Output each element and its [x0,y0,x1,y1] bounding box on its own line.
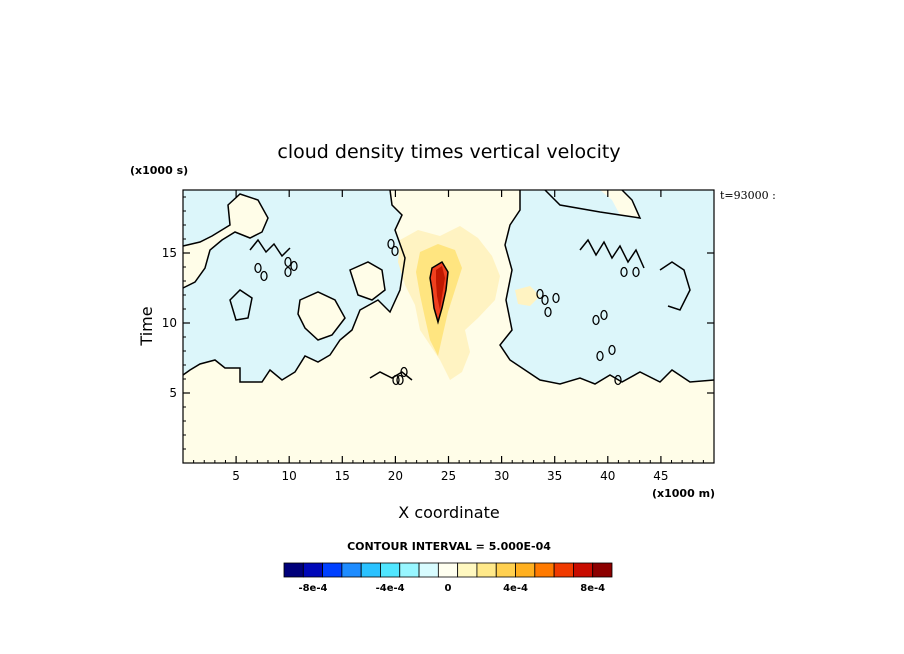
contour-lines [182,189,715,385]
contour-line [544,189,642,219]
contour-island [260,270,268,282]
colorbar-swatch [495,562,516,578]
x-tick-label: 10 [282,469,297,483]
y-tick-label: 5 [169,386,177,400]
contour-island [536,288,544,300]
colorbar-label: 4e-4 [503,583,528,594]
time-stamp: t=93000 : [720,189,776,202]
negative-region-right [500,190,714,384]
contour-island [396,374,404,386]
colorbar-label: 8e-4 [580,583,605,594]
colorbar-label: -4e-4 [376,583,405,594]
y-axis-unit: (x1000 s) [130,164,188,177]
colorbar-swatch [418,562,439,578]
contour-line [349,261,386,301]
x-tick-label: 35 [547,469,562,483]
contour-island [614,374,622,386]
colorbar-label: -8e-4 [298,583,327,594]
colorbar-swatch [573,562,594,578]
neutral-patch [298,292,345,340]
colorbar-swatch [399,562,420,578]
contour-island [541,294,549,306]
contour-island [596,350,604,362]
x-axis-unit: (x1000 m) [652,487,715,500]
contour-island [284,256,292,268]
contour-line [499,190,715,385]
colorbar-swatch [534,562,555,578]
contour-line [429,260,449,325]
contour-island [620,266,628,278]
colorbar-swatch [592,562,613,578]
x-tick-label: 20 [388,469,403,483]
contour-island [290,260,298,272]
colorbar-label: 0 [445,583,452,594]
contour-line [229,289,253,321]
negative-region [183,190,405,382]
y-axis-label: Time [137,306,156,346]
contour-island [391,245,399,257]
contour-line [579,238,645,269]
contour-line [297,291,346,341]
y-tick-label: 15 [162,246,177,260]
x-tick-label: 25 [441,469,456,483]
colorbar-swatch [380,562,401,578]
x-tick-label: 30 [494,469,509,483]
positive-region-weak [515,286,540,306]
contour-line [659,261,691,311]
colorbar-swatch [322,562,343,578]
contour-interval-label: CONTOUR INTERVAL = 5.000E-04 [347,540,551,553]
contour-line [369,371,413,381]
x-axis: 5 10 15 20 25 30 35 40 45 [193,190,704,483]
colorbar [283,562,613,578]
contour-island [284,266,292,278]
x-axis-label: X coordinate [398,503,499,522]
contour-island [254,262,262,274]
x-tick-label: 40 [600,469,615,483]
plot-area [182,189,715,464]
colorbar-swatch [283,562,304,578]
contour-islands [254,238,640,386]
x-tick-label: 15 [335,469,350,483]
contour-island [387,238,395,250]
y-tick-label: 10 [162,316,177,330]
contour-island [608,344,616,356]
contour-line [249,238,291,258]
contour-island [592,314,600,326]
y-axis: 5 10 15 [162,196,714,450]
chart-title: cloud density times vertical velocity [277,141,620,163]
colorbar-swatch [302,562,323,578]
contour-line [182,193,269,289]
contour-island [600,309,608,321]
contour-island [392,374,400,386]
colorbar-swatch [553,562,574,578]
colorbar-swatch [437,562,459,578]
colorbar-swatch [476,562,497,578]
colorbar-swatch [341,562,362,578]
colorbar-labels: -8e-4 -4e-4 0 4e-4 8e-4 [298,583,605,594]
neutral-patch [350,262,385,300]
colorbar-swatch [457,562,478,578]
colorbar-swatch [515,562,536,578]
contour-island [400,366,408,378]
contour-island [632,266,640,278]
positive-region-peak [436,266,445,310]
contour-island [552,292,560,304]
contour-island [544,306,552,318]
x-tick-label: 45 [653,469,668,483]
contour-line [182,189,406,383]
neutral-patch [545,190,640,218]
x-tick-label: 5 [232,469,240,483]
colorbar-swatch [360,562,381,578]
